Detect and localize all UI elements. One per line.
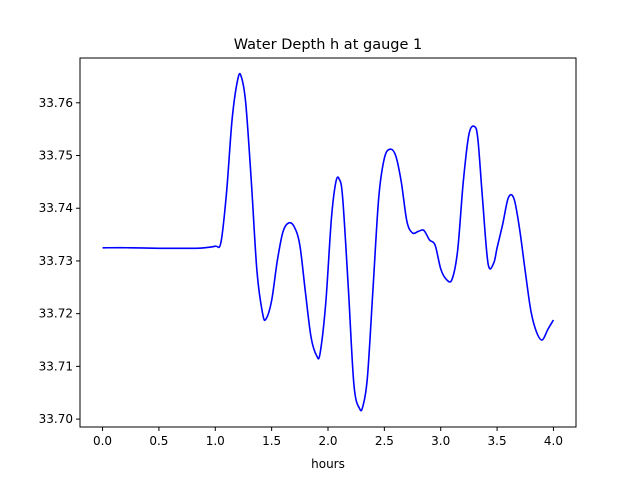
x-tick-label: 1.0	[206, 434, 225, 448]
y-tick-label: 33.75	[39, 149, 73, 163]
y-tick-label: 33.70	[39, 412, 73, 426]
x-tick-label: 0.5	[149, 434, 168, 448]
plot-area: 0.0 0.5 1.0 1.5 2.0 2.5 3.0 3.5 4.0 33.70 33.71 33.…	[39, 57, 577, 448]
y-tick-label: 33.73	[39, 254, 73, 268]
x-tick-label: 2.5	[375, 434, 394, 448]
x-tick-label: 0.0	[93, 434, 112, 448]
x-tick-label: 1.5	[262, 434, 281, 448]
x-axis-label: hours	[311, 457, 345, 471]
y-tick-label: 33.74	[39, 201, 73, 215]
y-tick-label: 33.71	[39, 359, 73, 373]
y-tick-label: 33.72	[39, 307, 73, 321]
series-line-0	[102, 72, 555, 412]
x-tick-label: 3.0	[431, 434, 450, 448]
x-tick-label: 4.0	[544, 434, 563, 448]
x-tick-label: 3.5	[488, 434, 507, 448]
y-tick-label: 33.76	[39, 96, 73, 110]
x-tick-label: 2.0	[318, 434, 337, 448]
chart-title: Water Depth h at gauge 1	[234, 37, 422, 53]
